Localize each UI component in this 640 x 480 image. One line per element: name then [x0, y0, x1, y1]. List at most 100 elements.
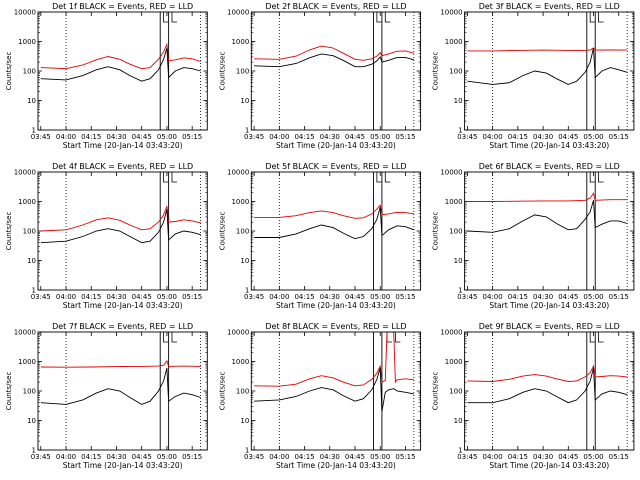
events-line	[254, 367, 414, 412]
x-tick-label: 04:15	[81, 133, 101, 141]
x-tick-label: 04:15	[81, 293, 101, 301]
y-tick-label: 10000	[227, 169, 249, 177]
y-tick-label: 1	[245, 287, 249, 295]
y-axis-label: Counts/sec	[432, 52, 440, 91]
x-axis-label: Start Time (20-Jan-14 03:43:20)	[63, 141, 183, 150]
x-tick-label: 04:00	[483, 133, 503, 141]
plot-frame	[37, 331, 208, 451]
x-axis-label: Start Time (20-Jan-14 03:43:20)	[489, 301, 609, 310]
bracket-marker	[163, 12, 169, 23]
x-tick-label: 05:00	[583, 293, 603, 301]
y-axis-label: Counts/sec	[5, 372, 13, 411]
bracket-marker	[589, 172, 596, 183]
y-tick-label: 10	[240, 97, 249, 105]
x-axis-label: Start Time (20-Jan-14 03:43:20)	[276, 461, 396, 470]
y-tick-label: 100	[23, 388, 36, 396]
chart-title: Det 8f BLACK = Events, RED = LLD	[265, 322, 406, 331]
x-tick-label: 05:15	[395, 133, 415, 141]
x-axis-label: Start Time (20-Jan-14 03:43:20)	[63, 461, 183, 470]
lld-line	[40, 359, 201, 368]
x-tick-label: 04:15	[294, 133, 314, 141]
y-tick-label: 10	[240, 417, 249, 425]
x-tick-label: 04:15	[508, 293, 528, 301]
x-tick-label: 04:45	[132, 133, 152, 141]
y-tick-label: 10	[27, 257, 36, 265]
y-axis-label: Counts/sec	[5, 212, 13, 251]
y-tick-label: 1000	[18, 358, 36, 366]
x-tick-label: 05:15	[182, 293, 202, 301]
x-tick-label: 04:15	[508, 453, 528, 461]
x-tick-label: 04:30	[320, 133, 340, 141]
plot-frame	[250, 331, 422, 451]
x-tick-label: 04:00	[269, 453, 289, 461]
chart-panel: Det 8f BLACK = Events, RED = LLD 1 10 100 10…	[218, 322, 422, 470]
bracket-marker	[171, 12, 177, 23]
bracket-marker	[163, 332, 169, 343]
bracket-marker	[598, 332, 604, 343]
y-tick-label: 100	[236, 388, 249, 396]
chart-panel: Det 1f BLACK = Events, RED = LLD 1 10 100 10…	[5, 2, 208, 150]
lld-line	[254, 45, 415, 61]
x-tick-label: 05:00	[157, 453, 177, 461]
lld-line	[254, 204, 414, 219]
lld-line	[40, 205, 201, 232]
x-tick-label: 04:00	[483, 293, 503, 301]
y-tick-label: 10	[240, 257, 249, 265]
x-tick-label: 04:45	[132, 453, 152, 461]
y-tick-label: 1	[32, 287, 36, 295]
y-tick-label: 10000	[14, 9, 36, 17]
y-tick-label: 1	[245, 447, 249, 455]
plot-frame	[464, 331, 635, 451]
lld-line	[254, 331, 414, 387]
x-tick-label: 04:30	[106, 293, 126, 301]
x-tick-label: 05:15	[182, 453, 202, 461]
chart-title: Det 2f BLACK = Events, RED = LLD	[265, 2, 406, 11]
y-tick-label: 10000	[14, 329, 36, 337]
y-tick-label: 1	[32, 447, 36, 455]
y-tick-label: 100	[449, 228, 462, 236]
chart-panel: Det 9f BLACK = Events, RED = LLD 1 10 100 10…	[432, 322, 635, 470]
y-tick-label: 100	[236, 68, 249, 76]
x-tick-label: 05:00	[370, 133, 390, 141]
x-tick-label: 04:45	[345, 133, 365, 141]
y-tick-label: 10	[454, 257, 463, 265]
x-tick-label: 04:45	[345, 453, 365, 461]
bracket-marker	[394, 332, 401, 343]
chart-panel: Det 7f BLACK = Events, RED = LLD 1 10 100 10…	[5, 322, 208, 470]
x-tick-label: 05:00	[583, 133, 603, 141]
x-tick-label: 03:45	[244, 293, 264, 301]
plot-frame	[250, 171, 422, 291]
x-tick-label: 04:15	[294, 293, 314, 301]
y-tick-label: 1	[458, 127, 462, 135]
x-axis-label: Start Time (20-Jan-14 03:43:20)	[276, 301, 396, 310]
chart-title: Det 5f BLACK = Events, RED = LLD	[265, 162, 406, 171]
chart-title: Det 4f BLACK = Events, RED = LLD	[52, 162, 193, 171]
bracket-marker	[376, 172, 382, 183]
x-tick-label: 04:30	[106, 133, 126, 141]
y-tick-label: 1	[458, 447, 462, 455]
y-axis-label: Counts/sec	[432, 212, 440, 251]
y-tick-label: 1	[245, 127, 249, 135]
bracket-marker	[384, 172, 391, 183]
lld-line	[40, 42, 201, 70]
y-tick-label: 10000	[440, 169, 462, 177]
bracket-marker	[589, 12, 596, 23]
x-tick-label: 04:45	[132, 293, 152, 301]
chart-panel: Det 6f BLACK = Events, RED = LLD 1 10 100 10…	[432, 162, 635, 310]
x-axis-label: Start Time (20-Jan-14 03:43:20)	[489, 141, 609, 150]
events-line	[467, 367, 628, 404]
x-tick-label: 05:00	[370, 293, 390, 301]
x-tick-label: 04:00	[56, 133, 76, 141]
y-tick-label: 1000	[445, 198, 463, 206]
chart-title: Det 7f BLACK = Events, RED = LLD	[52, 322, 193, 331]
bracket-marker	[384, 12, 391, 23]
y-tick-label: 1000	[18, 198, 36, 206]
x-tick-label: 04:30	[533, 293, 553, 301]
x-tick-label: 05:15	[395, 293, 415, 301]
y-tick-label: 1000	[231, 358, 249, 366]
x-tick-label: 04:30	[320, 293, 340, 301]
x-tick-label: 04:45	[558, 453, 578, 461]
y-tick-label: 1000	[445, 38, 463, 46]
x-tick-label: 04:30	[533, 133, 553, 141]
x-tick-label: 04:00	[56, 293, 76, 301]
